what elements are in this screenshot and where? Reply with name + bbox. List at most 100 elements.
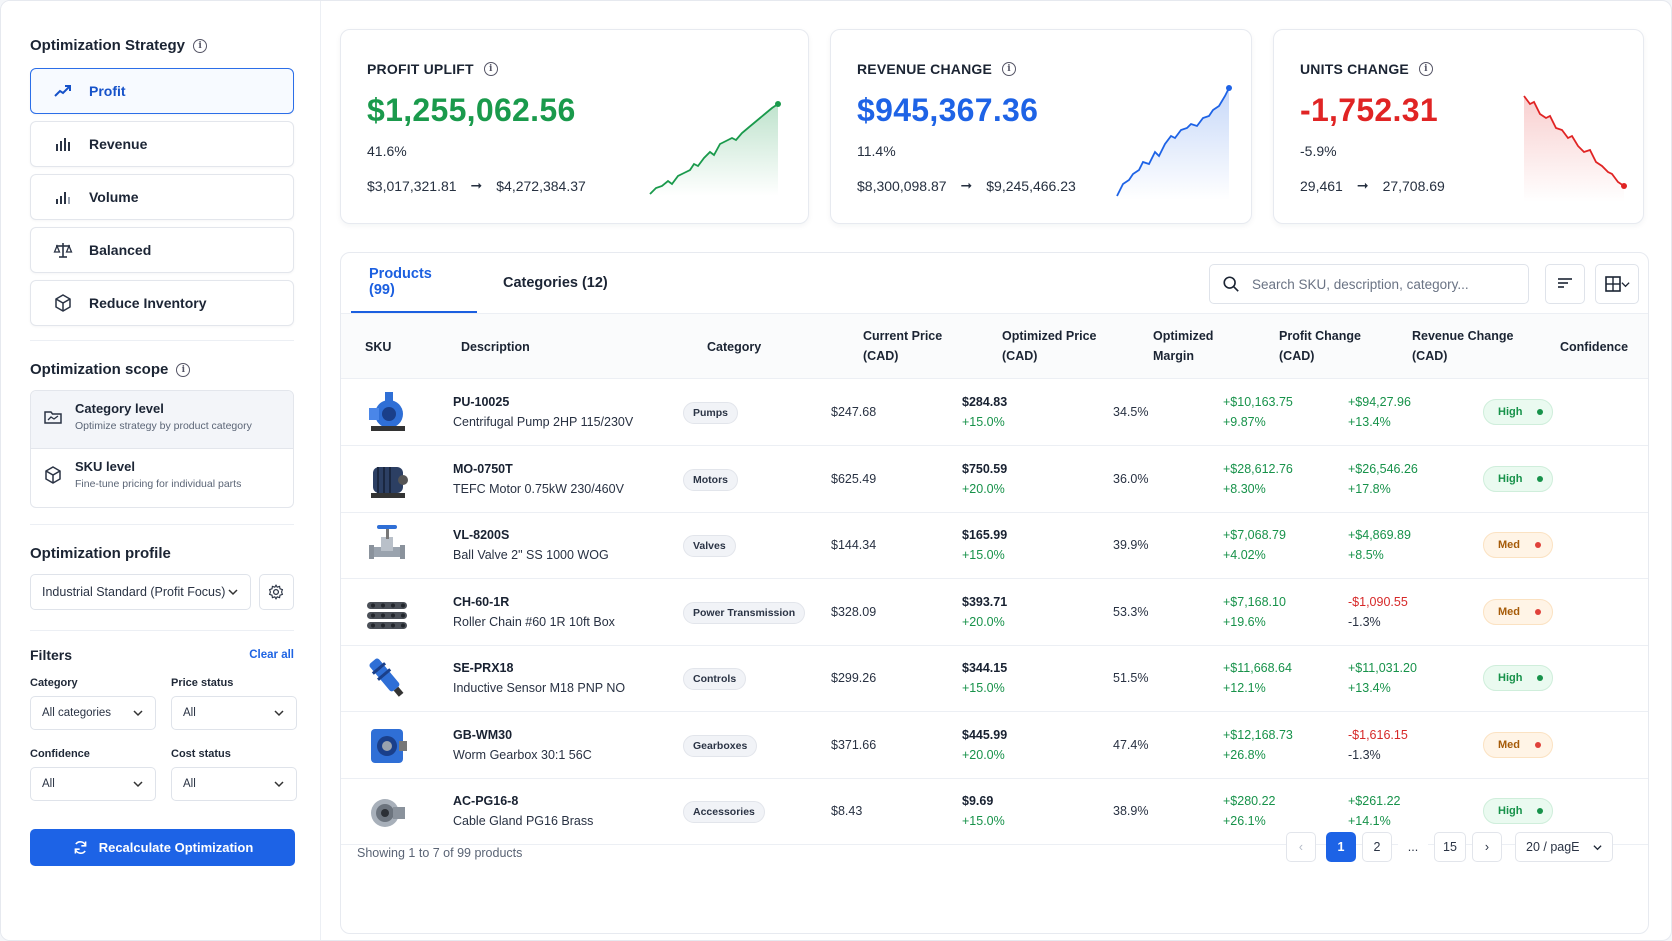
sku-value[interactable]: GB-WM30 (453, 727, 513, 742)
revenue-change-value: +$94,27.96 (1348, 395, 1411, 409)
status-dot-icon (1535, 741, 1541, 748)
profit-change-pct: +8.30% (1223, 481, 1266, 496)
scope-sku-level[interactable]: SKU level Fine-tune pricing for individu… (31, 449, 293, 507)
info-icon[interactable]: i (176, 362, 191, 377)
col-description[interactable]: Description (461, 340, 530, 354)
optimized-price-value: $284.83 (962, 395, 1008, 409)
margin-value: 47.4% (1113, 737, 1149, 752)
select-value: All (183, 778, 196, 790)
filter-label: Confidence (30, 748, 90, 760)
sku-value[interactable]: PU-10025 (453, 395, 510, 409)
strategy-reduce-inventory[interactable]: Reduce Inventory (30, 280, 294, 326)
profit-change-value: +$7,068.79 (1223, 528, 1286, 542)
col-sku[interactable]: SKU (365, 340, 392, 354)
status-dot-icon (1537, 808, 1544, 814)
confidence-badge[interactable]: Med (1483, 598, 1553, 625)
next-page-button[interactable]: › (1472, 832, 1502, 862)
info-icon[interactable]: i (193, 38, 208, 53)
optimized-price-pct: +15.0% (962, 415, 1005, 429)
tab-categories[interactable]: Categories (12) (503, 275, 608, 291)
category-chip[interactable]: Controls (683, 668, 747, 690)
search-input[interactable]: Search SKU, description, category... (1209, 264, 1529, 304)
strategy-revenue[interactable]: Revenue (30, 121, 294, 167)
page-2-button[interactable]: 2 (1362, 832, 1392, 862)
scope-category-level[interactable]: Category level Optimize strategy by prod… (31, 391, 293, 449)
table-row[interactable]: VL-8200S Ball Valve 2" SS 1000 WOG Valve… (341, 512, 1648, 579)
category-chip[interactable]: Gearboxes (683, 734, 758, 757)
col-optimized-margin[interactable]: Optimized Margin (1153, 326, 1213, 366)
info-icon[interactable]: i (1002, 62, 1017, 76)
profit-change-pct: +9.87% (1223, 415, 1266, 429)
tab-products[interactable]: Products (99) (351, 253, 477, 313)
table-row[interactable]: GB-WM30 Worm Gearbox 30:1 56C Gearboxes … (341, 712, 1648, 779)
category-chip[interactable]: Motors (683, 468, 738, 491)
revenue-change-pct: -1.3% (1348, 614, 1381, 629)
col-profit-change[interactable]: Profit Change (CAD) (1279, 326, 1361, 366)
chevron-down-icon (1593, 844, 1602, 850)
profile-settings-button[interactable] (258, 574, 294, 610)
page-15-button[interactable]: 15 (1434, 832, 1466, 862)
confidence-badge[interactable]: High (1483, 399, 1553, 425)
scope-options: Category level Optimize strategy by prod… (30, 390, 294, 508)
divider (30, 524, 294, 525)
kpi-from: $3,017,321.81 (367, 177, 457, 194)
scope-title: Category level (75, 401, 164, 416)
col-optimized-price[interactable]: Optimized Price (CAD) (1002, 326, 1096, 366)
category-chip[interactable]: Valves (683, 535, 736, 557)
sort-button[interactable] (1545, 264, 1585, 304)
profit-change-value: +$28,612.76 (1223, 461, 1293, 476)
confidence-badge[interactable]: High (1483, 665, 1553, 691)
category-chip[interactable]: Power Transmission (683, 601, 806, 624)
column-layout-button[interactable] (1595, 264, 1639, 304)
scale-icon (53, 243, 73, 258)
category-chip[interactable]: Accessories (683, 801, 765, 823)
current-price-value: $144.34 (831, 538, 877, 552)
confidence-label: Med (1498, 738, 1520, 751)
table-row[interactable]: SE-PRX18 Inductive Sensor M18 PNP NO Con… (341, 645, 1648, 712)
sku-value[interactable]: MO-0750T (453, 461, 513, 476)
kpi-from-to: $8,300,098.87 ➞ $9,245,466.23 (857, 177, 1076, 194)
col-confidence[interactable]: Confidence (1560, 340, 1629, 354)
strategy-profit[interactable]: Profit (30, 68, 294, 114)
table-row[interactable]: CH-60-1R Roller Chain #60 1R 10ft Box Po… (341, 579, 1648, 646)
strategy-volume[interactable]: Volume (30, 174, 294, 220)
prev-page-button[interactable]: ‹ (1286, 832, 1316, 862)
profile-select[interactable]: Industrial Standard (Profit Focus) (30, 574, 251, 610)
product-text: AC-PG16-8 Cable Gland PG16 Brass (453, 791, 593, 831)
recalculate-button[interactable]: Recalculate Optimization (30, 829, 295, 866)
cost-status-select[interactable]: All (171, 767, 297, 801)
optimized-price-pct: +15.0% (962, 548, 1005, 562)
strategy-label: Profit (89, 83, 126, 99)
col-current-price[interactable]: Current Price (CAD) (863, 326, 942, 366)
grid-icon (1604, 276, 1621, 292)
kpi-from-to: 29,461 ➞ 27,708.69 (1300, 177, 1445, 194)
current-price-value: $247.68 (831, 405, 877, 419)
confidence-badge[interactable]: High (1483, 465, 1553, 492)
table-row[interactable]: MO-0750T TEFC Motor 0.75kW 230/460V Moto… (341, 446, 1648, 513)
confidence-badge[interactable]: Med (1483, 532, 1553, 558)
per-page-select[interactable]: 20 / pagE (1515, 832, 1613, 862)
col-category[interactable]: Category (707, 340, 762, 354)
confidence-badge[interactable]: Med (1483, 731, 1553, 758)
category-chip[interactable]: Pumps (683, 402, 739, 424)
confidence-badge[interactable]: High (1483, 798, 1553, 824)
arrow-right-icon: ➞ (1356, 177, 1369, 193)
sku-value[interactable]: VL-8200S (453, 528, 510, 542)
sku-value[interactable]: CH-60-1R (453, 594, 510, 609)
table-row[interactable]: PU-10025 Centrifugal Pump 2HP 115/230V P… (341, 379, 1648, 446)
table-row[interactable]: AC-PG16-8 Cable Gland PG16 Brass Accesso… (341, 778, 1648, 845)
col-revenue-change[interactable]: Revenue Change (CAD) (1412, 326, 1513, 366)
clear-all-link[interactable]: Clear all (249, 649, 294, 661)
strategy-balanced[interactable]: Balanced (30, 227, 294, 273)
info-icon[interactable]: i (1418, 62, 1433, 76)
info-icon[interactable]: i (483, 62, 498, 76)
category-select[interactable]: All categories (30, 696, 156, 730)
price-status-select[interactable]: All (171, 696, 297, 730)
confidence-select[interactable]: All (30, 767, 156, 801)
current-price-value: $625.49 (831, 471, 877, 486)
page-1-button[interactable]: 1 (1326, 832, 1356, 862)
revenue-change: +$94,27.96 +13.4% (1348, 392, 1411, 432)
sku-value[interactable]: AC-PG16-8 (453, 794, 519, 808)
sku-value[interactable]: SE-PRX18 (453, 661, 514, 675)
status-dot-icon (1537, 675, 1544, 681)
